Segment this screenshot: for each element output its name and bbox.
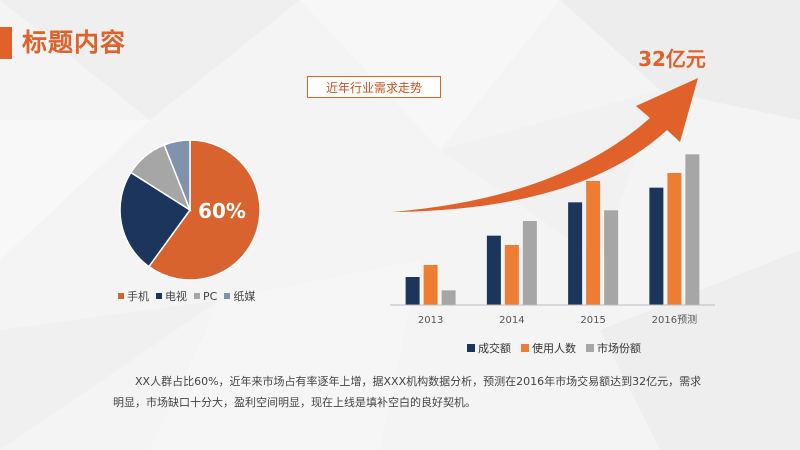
bar-legend-item-0: 成交额 <box>467 340 511 356</box>
page-title: 标题内容 <box>22 28 127 57</box>
pie-legend-label: PC <box>203 289 218 303</box>
bar-chart: 2013 2014 2015 2016预测 32亿元 <box>390 47 715 326</box>
bar-2014-0 <box>486 235 501 305</box>
pie-slice-3 <box>163 139 191 211</box>
bar-2016预测-2 <box>685 154 700 305</box>
x-tick-label: 2015 <box>580 315 605 326</box>
pie-legend-label: 手机 <box>127 290 149 303</box>
pie-legend-item-0: 手机 <box>118 288 149 304</box>
bar-legend-label: 使用人数 <box>532 342 576 355</box>
pie-center-label: 60% <box>198 199 246 223</box>
pie-legend-swatch <box>224 293 231 299</box>
trend-label-box: 近年行业需求走势 <box>307 76 441 98</box>
x-tick-label: 2013 <box>418 315 443 326</box>
bar-2016预测-1 <box>667 173 682 305</box>
pie-legend-swatch <box>118 293 124 299</box>
bar-legend-label: 市场份额 <box>597 342 641 355</box>
x-tick-label: 2016预测 <box>652 313 697 326</box>
description-text: XX人群占比60%，近年来市场占有率逐年上增，据XXX机构数据分析，预测在201… <box>113 375 702 409</box>
bar-2014-2 <box>522 221 537 305</box>
bar-legend-swatch <box>521 344 529 352</box>
pie-legend-item-1: 电视 <box>156 288 187 304</box>
pie-legend-label: 电视 <box>165 290 187 303</box>
bar-legend-item-2: 市场份额 <box>586 340 641 356</box>
pie-legend-swatch <box>194 293 200 299</box>
arrow-value-label: 32亿元 <box>638 47 706 71</box>
pie-legend-item-2: PC <box>194 290 217 303</box>
pie-chart: 60% <box>119 139 261 281</box>
trend-arrow <box>392 78 698 212</box>
bar-legend-swatch <box>467 344 475 352</box>
bar-2013-2 <box>441 290 456 305</box>
bar-2015-2 <box>604 210 619 305</box>
pie-slice-0 <box>147 139 261 281</box>
bar-legend: 成交额 使用人数 市场份额 <box>467 340 641 356</box>
bar-2013-0 <box>405 277 420 305</box>
pie-legend-label: 纸媒 <box>233 290 256 303</box>
bar-legend-swatch <box>586 344 594 352</box>
bar-2015-1 <box>586 181 601 305</box>
bar-2016预测-0 <box>649 187 664 305</box>
title-accent-bar <box>0 27 12 59</box>
bar-2013-1 <box>423 265 438 305</box>
bar-2014-1 <box>504 245 519 305</box>
pie-legend-item-3: 纸媒 <box>224 288 255 304</box>
trend-label-text: 近年行业需求走势 <box>325 81 422 95</box>
bar-2015-0 <box>568 202 583 305</box>
pie-legend-swatch <box>156 293 162 299</box>
pie-slice-1 <box>119 171 192 268</box>
bar-legend-item-1: 使用人数 <box>521 340 576 356</box>
bar-legend-label: 成交额 <box>478 342 511 355</box>
x-tick-label: 2014 <box>499 315 524 326</box>
pie-legend: 手机 电视 PC 纸媒 <box>118 288 255 304</box>
